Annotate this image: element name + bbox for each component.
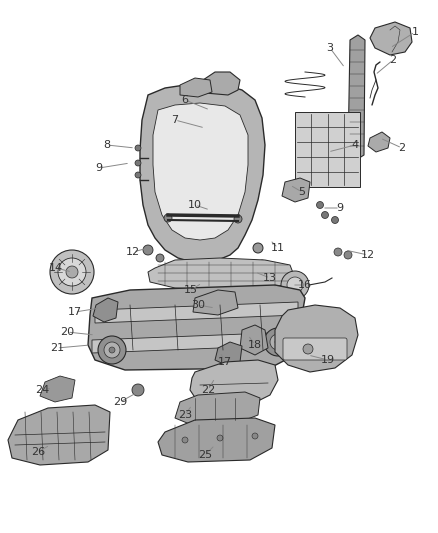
Polygon shape (193, 290, 238, 315)
Text: 13: 13 (263, 273, 277, 283)
Circle shape (156, 254, 164, 262)
Circle shape (270, 334, 286, 350)
Text: 11: 11 (271, 243, 285, 253)
Text: 12: 12 (361, 250, 375, 260)
Text: 4: 4 (351, 140, 359, 150)
Circle shape (104, 342, 120, 358)
Polygon shape (40, 376, 75, 402)
Polygon shape (175, 392, 260, 425)
Circle shape (287, 277, 303, 293)
Polygon shape (148, 258, 295, 290)
Text: 24: 24 (35, 385, 49, 395)
Circle shape (50, 250, 94, 294)
Polygon shape (242, 260, 280, 285)
Circle shape (109, 347, 115, 353)
Polygon shape (295, 112, 360, 187)
Text: 1: 1 (411, 27, 418, 37)
Circle shape (132, 384, 144, 396)
Circle shape (182, 437, 188, 443)
Polygon shape (8, 405, 110, 465)
Circle shape (317, 201, 324, 208)
Polygon shape (88, 285, 305, 370)
Polygon shape (92, 332, 295, 353)
Polygon shape (180, 78, 212, 97)
Polygon shape (93, 298, 118, 322)
Polygon shape (215, 342, 242, 366)
Text: 7: 7 (171, 115, 179, 125)
Polygon shape (282, 178, 310, 202)
Text: 10: 10 (188, 200, 202, 210)
Polygon shape (190, 360, 278, 408)
Text: 18: 18 (248, 340, 262, 350)
Text: 19: 19 (321, 355, 335, 365)
Circle shape (252, 433, 258, 439)
Text: 2: 2 (399, 143, 406, 153)
Polygon shape (370, 22, 412, 55)
Circle shape (143, 245, 153, 255)
Text: 30: 30 (191, 300, 205, 310)
Text: 26: 26 (31, 447, 45, 457)
Polygon shape (200, 72, 240, 95)
Text: 21: 21 (50, 343, 64, 353)
Text: 23: 23 (178, 410, 192, 420)
Text: 3: 3 (326, 43, 333, 53)
Text: 20: 20 (60, 327, 74, 337)
Circle shape (234, 215, 242, 223)
Circle shape (58, 258, 86, 286)
Polygon shape (368, 132, 390, 152)
Polygon shape (240, 325, 268, 355)
Circle shape (164, 214, 172, 222)
Polygon shape (195, 272, 222, 294)
Circle shape (264, 328, 292, 356)
Text: 16: 16 (298, 280, 312, 290)
Polygon shape (348, 35, 365, 160)
Circle shape (275, 339, 281, 345)
Polygon shape (158, 418, 275, 462)
Text: 14: 14 (49, 263, 63, 273)
Circle shape (135, 172, 141, 178)
Text: 17: 17 (218, 357, 232, 367)
Circle shape (98, 336, 126, 364)
Polygon shape (95, 302, 298, 323)
Circle shape (135, 145, 141, 151)
Text: 6: 6 (181, 95, 188, 105)
Text: 8: 8 (103, 140, 110, 150)
Text: 12: 12 (126, 247, 140, 257)
Text: 5: 5 (299, 187, 305, 197)
Polygon shape (153, 103, 248, 240)
Polygon shape (275, 305, 358, 372)
Circle shape (332, 216, 339, 223)
Text: 17: 17 (68, 307, 82, 317)
Text: 15: 15 (184, 285, 198, 295)
Circle shape (217, 435, 223, 441)
Circle shape (253, 243, 263, 253)
Polygon shape (140, 84, 265, 262)
Text: 29: 29 (113, 397, 127, 407)
Circle shape (334, 248, 342, 256)
Circle shape (66, 266, 78, 278)
Text: 22: 22 (201, 385, 215, 395)
Text: 9: 9 (95, 163, 102, 173)
Circle shape (321, 212, 328, 219)
Text: 9: 9 (336, 203, 343, 213)
Text: 25: 25 (198, 450, 212, 460)
Circle shape (281, 271, 309, 299)
Circle shape (303, 344, 313, 354)
Circle shape (344, 251, 352, 259)
FancyBboxPatch shape (283, 338, 347, 360)
Circle shape (135, 160, 141, 166)
Text: 2: 2 (389, 55, 396, 65)
